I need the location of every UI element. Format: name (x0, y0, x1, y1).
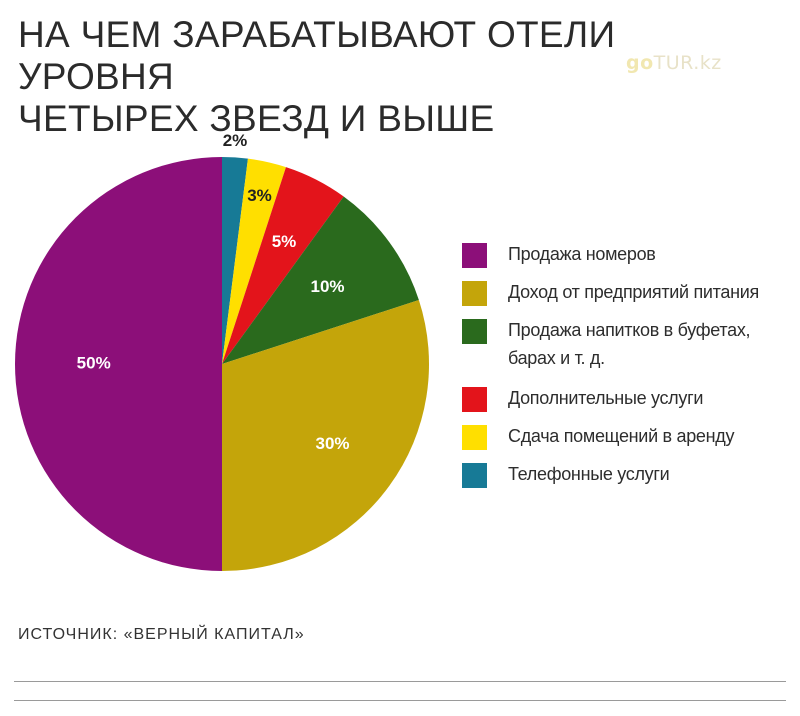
chart-title-line-2: ЧЕТЫРЕХ ЗВЕЗД И ВЫШЕ (18, 98, 495, 139)
legend-item: Сдача помещений в аренду (462, 422, 792, 450)
chart-title-line-1: НА ЧЕМ ЗАРАБАТЫВАЮТ ОТЕЛИ УРОВНЯ (18, 14, 616, 97)
legend-item: Телефонные услуги (462, 460, 792, 488)
bottom-rule-lower (14, 700, 786, 701)
pie-slice-value-label: 2% (223, 131, 248, 150)
pie-slice (222, 300, 430, 571)
pie-slice-value-label: 3% (247, 186, 272, 205)
pie-slice (222, 196, 419, 364)
pie-slice-value-label: 30% (315, 434, 349, 453)
source-note: ИСТОЧНИК: «ВЕРНЫЙ КАПИТАЛ» (18, 626, 305, 643)
legend-item: Доход от предприятий питания (462, 278, 792, 306)
watermark-logo: goTUR.kz (626, 52, 722, 74)
legend-label: Телефонные услуги (508, 464, 670, 484)
bottom-rule-upper (14, 681, 786, 682)
legend-label: Продажа номеров (508, 244, 656, 264)
legend-swatch (462, 281, 487, 306)
legend-swatch (462, 243, 487, 268)
legend-label: Сдача помещений в аренду (508, 426, 735, 446)
pie-slice (15, 157, 222, 571)
legend-label: Доход от предприятий питания (508, 282, 759, 302)
legend-swatch (462, 319, 487, 344)
legend-swatch (462, 425, 487, 450)
chart-legend: Продажа номеров Доход от предприятий пита… (462, 240, 792, 498)
pie-slice-value-label: 10% (310, 277, 344, 296)
legend-item: Продажа номеров (462, 240, 792, 268)
legend-item: Продажа напитков в буфетах, барах и т. д. (462, 316, 792, 372)
legend-label: барах и т. д. (508, 348, 605, 368)
legend-item: Дополнительные услуги (462, 384, 792, 412)
pie-slice (222, 158, 286, 364)
pie-slice (222, 157, 248, 364)
chart-title: НА ЧЕМ ЗАРАБАТЫВАЮТ ОТЕЛИ УРОВНЯ ЧЕТЫРЕХ… (18, 14, 718, 140)
pie-slice-value-label: 50% (77, 353, 111, 372)
watermark-rest: TUR.kz (653, 52, 722, 74)
legend-label: Продажа напитков в буфетах, (508, 320, 751, 340)
pie-slice (222, 167, 344, 364)
legend-swatch (462, 387, 487, 412)
legend-label: Дополнительные услуги (508, 388, 704, 408)
legend-swatch (462, 463, 487, 488)
watermark-go: go (626, 52, 654, 74)
pie-slice-value-label: 5% (272, 232, 297, 251)
